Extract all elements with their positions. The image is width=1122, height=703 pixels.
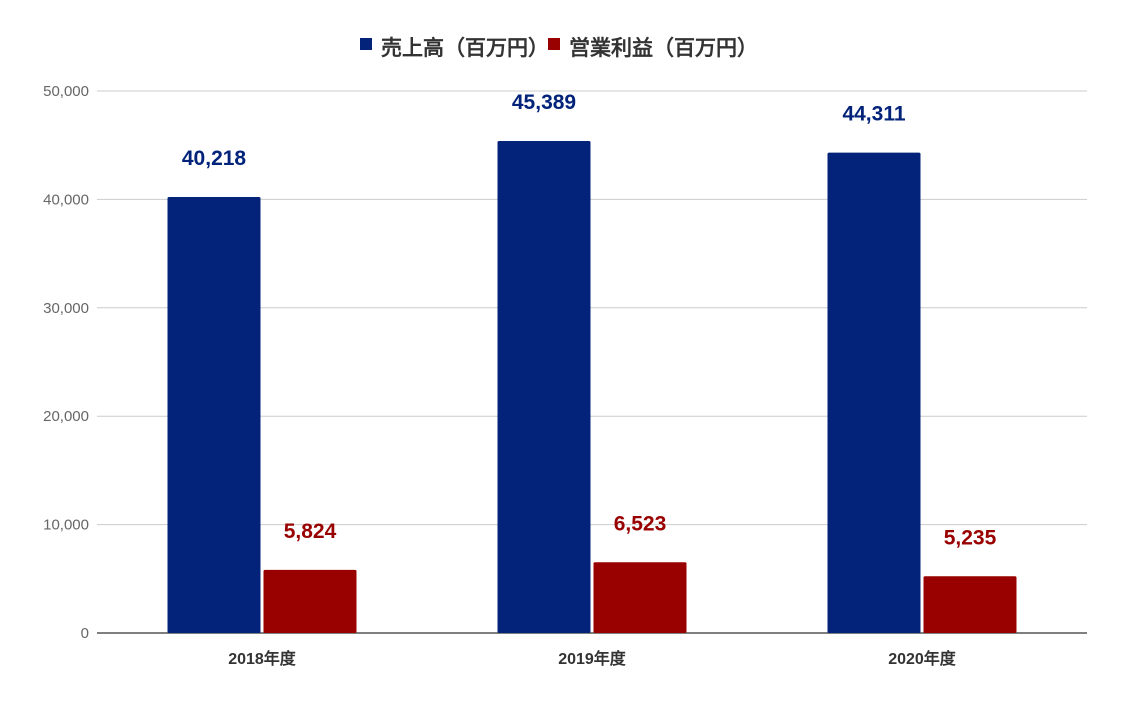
bars [167,140,1017,634]
legend-label: 営業利益（百万円） [569,36,758,60]
x-tick-label: 2020年度 [888,649,957,668]
y-tick-label: 0 [81,625,89,642]
legend: 売上高（百万円） 営業利益（百万円） [360,36,758,60]
legend-swatch [548,38,560,50]
y-tick-label: 10,000 [43,517,89,534]
legend-label: 売上高（百万円） [381,36,549,60]
y-tick-label: 40,000 [43,191,89,208]
x-axis-ticks: 2018年度 2019年度 2020年度 [228,649,957,668]
legend-swatch [360,38,372,50]
x-tick-label: 2019年度 [558,649,627,668]
bar [497,140,591,633]
bar [923,576,1017,633]
bar [827,152,921,633]
data-label: 5,824 [284,520,337,543]
data-label: 45,389 [512,91,576,114]
y-tick-label: 20,000 [43,408,89,425]
bar [167,197,261,634]
data-label: 6,523 [614,512,667,535]
data-labels: 40,218 5,824 45,389 6,523 44,311 5,235 [182,91,997,549]
data-label: 5,235 [944,526,997,549]
gridlines [97,90,1087,634]
y-axis-ticks: 0 10,000 20,000 30,000 40,000 50,000 [43,83,89,642]
bar [263,569,357,633]
y-tick-label: 50,000 [43,83,89,100]
data-label: 40,218 [182,147,247,170]
bar [593,562,687,633]
x-tick-label: 2018年度 [228,649,297,668]
data-label: 44,311 [842,103,905,126]
y-tick-label: 30,000 [43,300,89,317]
